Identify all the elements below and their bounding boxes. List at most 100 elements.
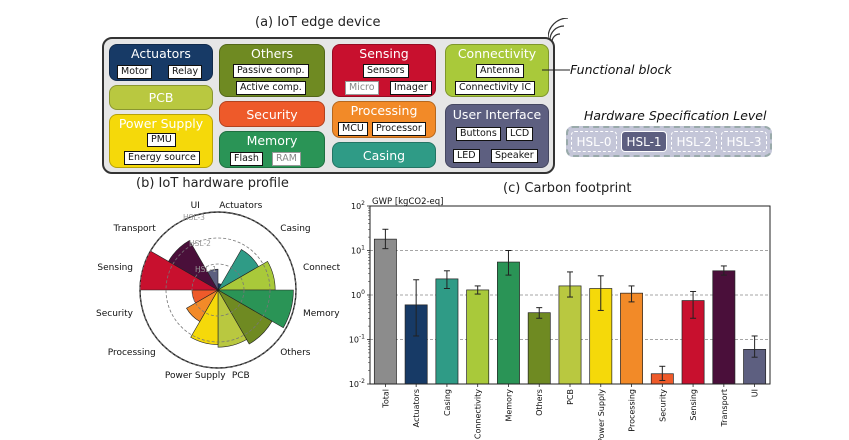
bar-processing bbox=[620, 292, 643, 385]
tag-mcu: MCU bbox=[338, 122, 368, 136]
tag-buttons: Buttons bbox=[456, 127, 501, 141]
block-power-title: Power Supply bbox=[118, 116, 204, 131]
x-tick-label: UI bbox=[751, 389, 760, 397]
block-sensing: Sensing Sensors Micro Imager bbox=[332, 44, 436, 97]
x-tick-label: Actuators bbox=[412, 389, 421, 427]
x-tick-label: Transport bbox=[720, 389, 729, 428]
block-security: Security bbox=[219, 101, 325, 127]
bar-total bbox=[373, 238, 397, 385]
functional-block-label: Functional block bbox=[570, 62, 672, 77]
radar-label-sensing: Sensing bbox=[97, 263, 133, 273]
radar-label-connectivity: Connectivity bbox=[303, 263, 340, 273]
tag-antenna: Antenna bbox=[476, 64, 524, 78]
radar-label-actuators: Actuators bbox=[219, 201, 262, 211]
radar-wedge-power-supply bbox=[190, 288, 219, 345]
tag-active-comp: Active comp. bbox=[236, 81, 306, 95]
block-memory-title: Memory bbox=[246, 133, 298, 148]
caption-b: (b) IoT hardware profile bbox=[136, 176, 289, 191]
radar-wedge-ui bbox=[207, 268, 219, 292]
hsl-panel: HSL-0 HSL-1 HSL-2 HSL-3 bbox=[566, 126, 772, 157]
block-pcb-title: PCB bbox=[148, 90, 174, 105]
tag-led: LED bbox=[453, 149, 480, 163]
block-power-supply: Power Supply PMU Energy source bbox=[109, 114, 213, 168]
block-security-title: Security bbox=[246, 107, 298, 122]
tag-lcd: LCD bbox=[506, 127, 534, 141]
y-axis-label: GWP [kgCO2-eq] bbox=[372, 197, 444, 207]
tag-imager: Imager bbox=[390, 81, 432, 95]
bar-memory bbox=[497, 261, 520, 385]
block-pcb: PCB bbox=[109, 85, 213, 110]
block-casing-title: Casing bbox=[362, 148, 406, 163]
y-tick-label: 10-1 bbox=[349, 334, 365, 345]
radar-label-power-supply: Power Supply bbox=[165, 371, 226, 381]
radar-wedge-transport bbox=[168, 240, 219, 291]
hsl-0-chip: HSL-0 bbox=[571, 131, 617, 152]
block-actuators: Actuators Motor Relay bbox=[109, 44, 213, 81]
radar-label-ui: UI bbox=[191, 201, 200, 211]
x-tick-label: Connectivity bbox=[474, 389, 483, 439]
tag-connectivity-ic: Connectivity IC bbox=[455, 81, 535, 95]
functional-block-arrow bbox=[542, 69, 570, 71]
bar-pcb bbox=[558, 285, 582, 385]
block-ui-title: User Interface bbox=[452, 107, 542, 122]
tag-energy-source: Energy source bbox=[124, 151, 200, 165]
tag-relay: Relay bbox=[168, 65, 203, 79]
block-others: Others Passive comp. Active comp. bbox=[219, 44, 325, 97]
x-tick-label: Total bbox=[381, 389, 390, 409]
tag-pmu: PMU bbox=[147, 133, 176, 147]
radar-label-processing: Processing bbox=[108, 348, 156, 358]
x-tick-label: Security bbox=[658, 389, 667, 422]
radar-ring-1 bbox=[191, 263, 245, 317]
y-tick-label: 100 bbox=[351, 289, 365, 300]
block-connectivity-title: Connectivity bbox=[457, 46, 537, 61]
x-tick-label: Casing bbox=[443, 389, 452, 416]
radar-ring-2 bbox=[165, 237, 271, 343]
tag-micro: Micro bbox=[345, 81, 379, 95]
hardware-profile-radar: HSL-1 HSL-2 HSL-3 Actuators Casing Connectivi… bbox=[96, 201, 340, 381]
caption-a: (a) IoT edge device bbox=[255, 15, 381, 30]
radar-label-memory: Memory bbox=[303, 309, 340, 319]
radar-ring-label-2: HSL-2 bbox=[189, 239, 211, 248]
bar-others bbox=[527, 312, 551, 385]
tag-sensors: Sensors bbox=[363, 64, 409, 78]
plot-frame bbox=[369, 205, 771, 385]
radar-ring-label-3: HSL-3 bbox=[183, 213, 205, 222]
radar-label-casing: Casing bbox=[280, 224, 310, 234]
radar-label-security: Security bbox=[96, 309, 134, 319]
block-casing: Casing bbox=[332, 142, 436, 168]
x-tick-label: Sensing bbox=[689, 389, 698, 421]
caption-c: (c) Carbon footprint bbox=[503, 181, 632, 196]
tag-ram: RAM bbox=[272, 152, 301, 166]
block-others-title: Others bbox=[250, 46, 293, 61]
block-user-interface: User Interface Buttons LCD LED Speaker bbox=[445, 104, 549, 168]
tag-speaker: Speaker bbox=[491, 149, 538, 163]
radar-wedge-memory bbox=[216, 289, 294, 329]
radar-label-transport: Transport bbox=[113, 224, 157, 234]
x-tick-label: Power Supply bbox=[597, 389, 606, 440]
block-processing-title: Processing bbox=[350, 103, 418, 118]
block-memory: Memory Flash RAM bbox=[219, 131, 325, 168]
y-tick-label: 101 bbox=[351, 245, 365, 256]
bar-transport bbox=[712, 270, 736, 385]
bar-connectivity bbox=[466, 289, 490, 385]
hsl-title: Hardware Specification Level bbox=[584, 108, 767, 123]
radar-label-others: Others bbox=[280, 348, 311, 358]
block-processing: Processing MCU Processor bbox=[332, 101, 436, 138]
radar-wedge-pcb bbox=[217, 288, 248, 348]
tag-motor: Motor bbox=[117, 65, 153, 79]
y-tick-label: 102 bbox=[351, 200, 365, 211]
radar-ring-3 bbox=[139, 211, 297, 369]
x-tick-label: Memory bbox=[504, 389, 513, 422]
iot-device-panel: Actuators Motor Relay Others Passive com… bbox=[102, 37, 555, 174]
radar-wedge-others bbox=[217, 289, 273, 345]
y-tick-label: 10-2 bbox=[349, 378, 365, 389]
x-tick-label: Others bbox=[535, 389, 544, 416]
radar-wedge-processing bbox=[186, 289, 219, 322]
carbon-footprint-chart: 10-2 10-1 100 101 102 GWP [kgCO2-eq] Total Actu… bbox=[349, 197, 771, 440]
hsl-1-chip: HSL-1 bbox=[621, 131, 667, 152]
block-actuators-title: Actuators bbox=[131, 46, 191, 61]
tag-processor: Processor bbox=[372, 122, 426, 136]
tag-flash: Flash bbox=[230, 152, 263, 166]
block-connectivity: Connectivity Antenna Connectivity IC bbox=[445, 44, 549, 97]
hsl-3-chip: HSL-3 bbox=[721, 131, 767, 152]
